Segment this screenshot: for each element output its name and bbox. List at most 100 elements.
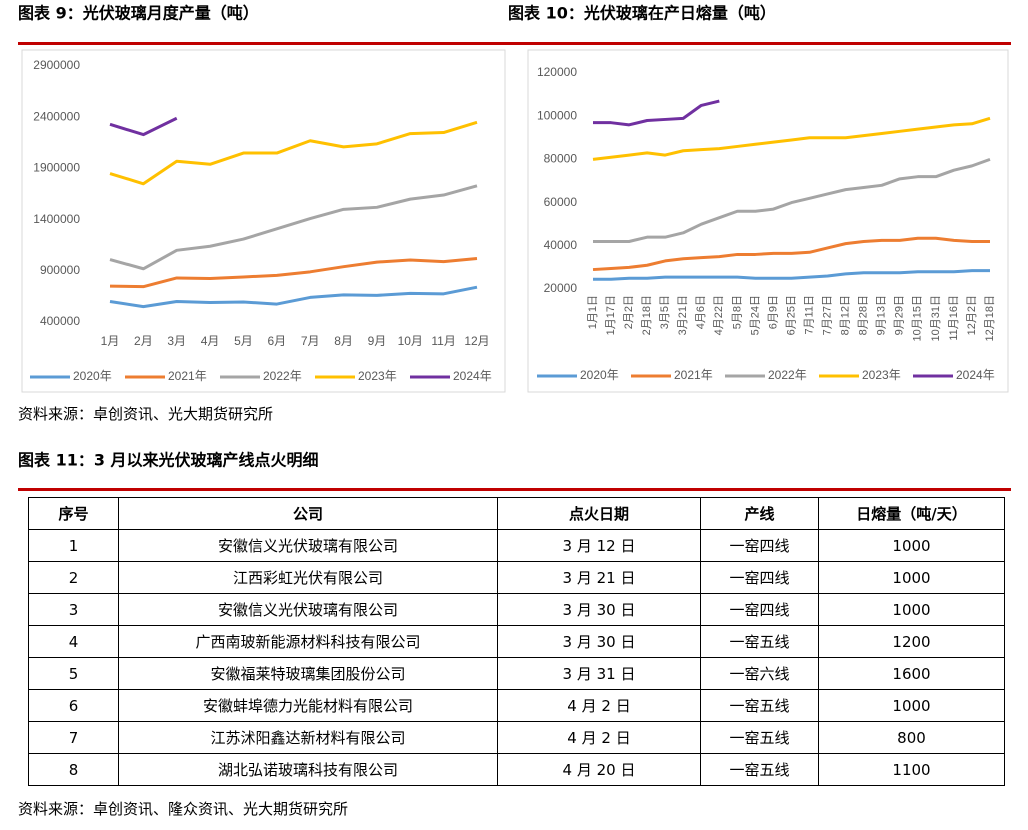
table-cell: 3 月 12 日 [497,529,701,562]
table-cell: 产线 [700,497,819,530]
legend-label: 2021年 [168,369,207,383]
table-cell: 一窑五线 [700,689,819,722]
x-tick-label: 12月2日 [966,295,978,335]
charts: 图表 9：光伏玻璃月度产量（吨） 图表 10：光伏玻璃在产日熔量（吨） 图表 1… [18,4,1011,491]
table-cell: 安徽信义光伏玻璃有限公司 [118,593,498,626]
table-cell: 点火日期 [497,497,701,530]
legend-label: 2021年 [674,368,713,382]
y-tick-label: 80000 [544,152,578,166]
y-tick-label: 40000 [544,238,578,252]
rule [18,42,1011,45]
table-row: 8 湖北弘诺玻璃科技有限公司 4 月 20 日一窑五线 1100 [28,753,1005,786]
rule [18,488,1011,491]
x-tick-label: 1月 [101,334,120,348]
table-cell: 湖北弘诺玻璃科技有限公司 [118,753,498,786]
header-row: 序号 公司 点火日期 产线 日熔量（吨/天） [28,497,1005,530]
x-tick-label: 8月 [334,334,353,348]
legend-label: 2023年 [358,369,397,383]
table-cell: 1000 [818,529,1005,562]
series-line [109,184,478,271]
table-cell: 800 [818,721,1005,754]
table-cell: 4 月 2 日 [497,721,701,754]
table-cell: 广西南玻新能源材料科技有限公司 [118,625,498,658]
table-cell: 安徽福莱特玻璃集团股份公司 [118,657,498,690]
x-tick-label: 6月9日 [767,295,779,329]
table-cell: 一窑四线 [700,593,819,626]
x-tick-label: 10月15日 [912,295,924,341]
y-tick-label: 1400000 [33,212,80,226]
x-tick-label: 1月17日 [605,295,617,335]
x-tick-label: 8月28日 [858,295,870,335]
table-cell: 5 [28,657,119,690]
table-cell: 6 [28,689,119,722]
x-tick-label: 5月8日 [731,295,743,329]
series-line [592,116,991,161]
x-tick-label: 10月31日 [930,295,942,341]
y-tick-label: 2400000 [33,109,80,123]
x-tick-label: 3月5日 [659,295,671,329]
y-tick-label: 120000 [537,65,577,79]
y-tick-label: 900000 [40,263,80,277]
table-cell: 1 [28,529,119,562]
series-line [109,116,178,137]
source: 资料来源：卓创资讯、隆众资讯、光大期货研究所 [18,800,349,818]
series-line [592,236,990,272]
table-row: 7 江苏沭阳鑫达新材料有限公司 4 月 2 日一窑五线 800 [28,721,1005,754]
y-tick-label: 100000 [537,108,577,122]
table-cell: 3 [28,593,119,626]
y-tick-label: 400000 [40,314,80,328]
table-row: 1 安徽信义光伏玻璃有限公司 3 月 12 日一窑四线 1000 [28,529,1005,562]
table-cell: 一窑四线 [700,529,819,562]
y-tick-label: 20000 [544,281,578,295]
table-row: 5 安徽福莱特玻璃集团股份公司 3 月 31 日一窑六线 1600 [28,657,1005,690]
table-cell: 公司 [118,497,498,530]
x-tick-label: 6月25日 [785,295,797,335]
x-tick-label: 5月24日 [749,295,761,335]
x-tick-label: 2月2日 [623,295,635,329]
table-cell: 1200 [818,625,1005,658]
x-tick-label: 7月 [301,334,320,348]
series-line [109,120,478,186]
table-cell: 江苏沭阳鑫达新材料有限公司 [118,721,498,754]
x-tick-label: 1月1日 [587,295,599,329]
table-cell: 一窑五线 [700,625,819,658]
y-tick-label: 60000 [544,195,578,209]
table-cell: 江西彩虹光伏有限公司 [118,561,498,594]
series-line [593,99,720,127]
x-tick-label: 4月6日 [695,295,707,329]
y-tick-label: 1900000 [33,161,80,175]
x-tick-label: 9月29日 [894,295,906,335]
chart-title: 图表 10：光伏玻璃在产日熔量（吨） [508,4,776,23]
legend-label: 2022年 [263,369,302,383]
x-tick-label: 12月18日 [984,295,996,341]
table-row: 4 广西南玻新能源材料科技有限公司 3 月 30 日一窑五线 1200 [28,625,1005,658]
chart-title: 图表 9：光伏玻璃月度产量（吨） [18,4,259,23]
chart-frame [21,49,506,393]
x-tick-label: 3月 [167,334,186,348]
table-cell: 4 月 20 日 [497,753,701,786]
series-line [109,285,478,309]
table-cell: 1100 [818,753,1005,786]
x-tick-label: 7月27日 [821,295,833,335]
table-cell: 3 月 30 日 [497,593,701,626]
x-tick-label: 9月13日 [876,295,888,335]
table-cell: 序号 [28,497,119,530]
y-tick-label: 2900000 [33,58,80,72]
table-cell: 2 [28,561,119,594]
source: 资料来源：卓创资讯、光大期货研究所 [18,405,274,423]
table-cell: 3 月 30 日 [497,625,701,658]
table-cell: 日熔量（吨/天） [818,497,1005,530]
table-title: 图表 11：3 月以来光伏玻璃产线点火明细 [18,451,319,470]
table-cell: 4 月 2 日 [497,689,701,722]
series-line [593,269,990,281]
table-cell: 1600 [818,657,1005,690]
table-cell: 安徽蚌埠德力光能材料有限公司 [118,689,498,722]
x-tick-label: 9月 [368,334,387,348]
table-row: 3 安徽信义光伏玻璃有限公司 3 月 30 日一窑四线 1000 [28,593,1005,626]
table-cell: 4 [28,625,119,658]
legend-label: 2020年 [580,368,619,382]
x-tick-label: 2月18日 [641,295,653,335]
x-tick-label: 10月 [398,334,423,348]
x-tick-label: 11月 [431,334,455,348]
